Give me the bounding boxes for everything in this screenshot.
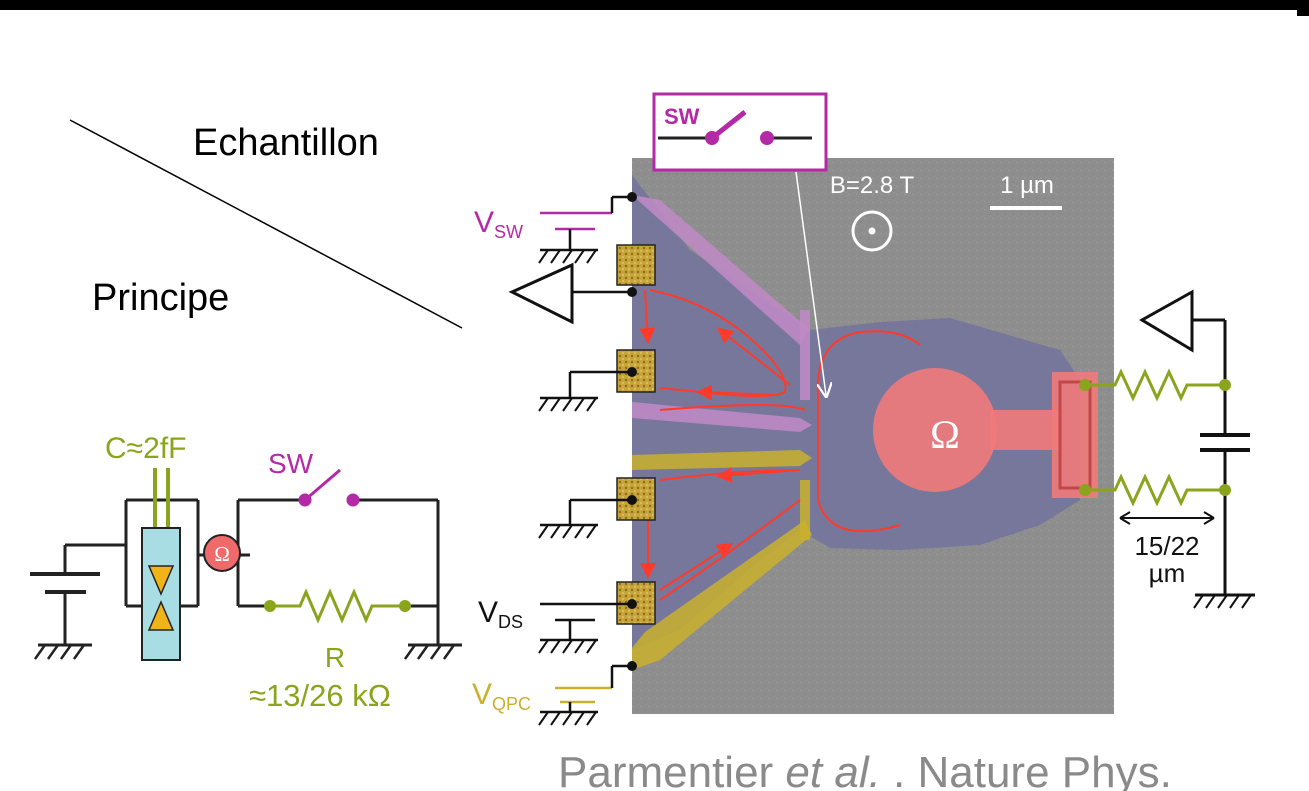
sample-left-wiring xyxy=(508,195,632,726)
switch-symbol xyxy=(298,468,360,507)
switch-inset: SW xyxy=(652,92,826,395)
source-qpc-label: VQPC xyxy=(472,678,531,714)
top-rule xyxy=(0,0,1300,10)
qpc-symbol xyxy=(141,527,181,661)
capacitor-symbol xyxy=(153,468,170,530)
length-label-bottom: µm xyxy=(1149,558,1186,588)
resistor-symbol xyxy=(264,588,411,624)
switch-inset-label: SW xyxy=(664,104,700,129)
corner-label: Echantillon xyxy=(193,122,379,164)
ohmic-symbol-left: Ω xyxy=(214,542,230,566)
scale-bar-label: 1 µm xyxy=(1000,172,1054,199)
length-label-top: 15/22 xyxy=(1134,531,1199,561)
citation: Parmentier et al. . Nature Phys. xyxy=(558,748,1172,791)
sem-micrograph: Ω xyxy=(616,158,1114,714)
sample-right-wiring xyxy=(1085,289,1255,609)
ohmic-symbol-sample: Ω xyxy=(930,412,960,457)
principle-schematic xyxy=(30,498,462,660)
ohmic-contact-symbol: Ω xyxy=(203,534,241,572)
source-sw-label: VSW xyxy=(474,206,523,242)
source-ds-label: VDS xyxy=(478,596,523,632)
capacitor-label: C≈2fF xyxy=(105,432,186,465)
resistor-label: R xyxy=(325,642,345,673)
row-label: Principe xyxy=(92,277,229,319)
top-rule-end xyxy=(1297,0,1309,16)
field-out-of-plane-icon xyxy=(851,210,893,252)
field-label: B=2.8 T xyxy=(830,172,915,199)
switch-label: SW xyxy=(268,448,314,479)
length-dimension-arrow xyxy=(1119,511,1215,525)
header-diagonal xyxy=(69,119,463,329)
resistance-value: ≈13/26 kΩ xyxy=(249,678,391,713)
